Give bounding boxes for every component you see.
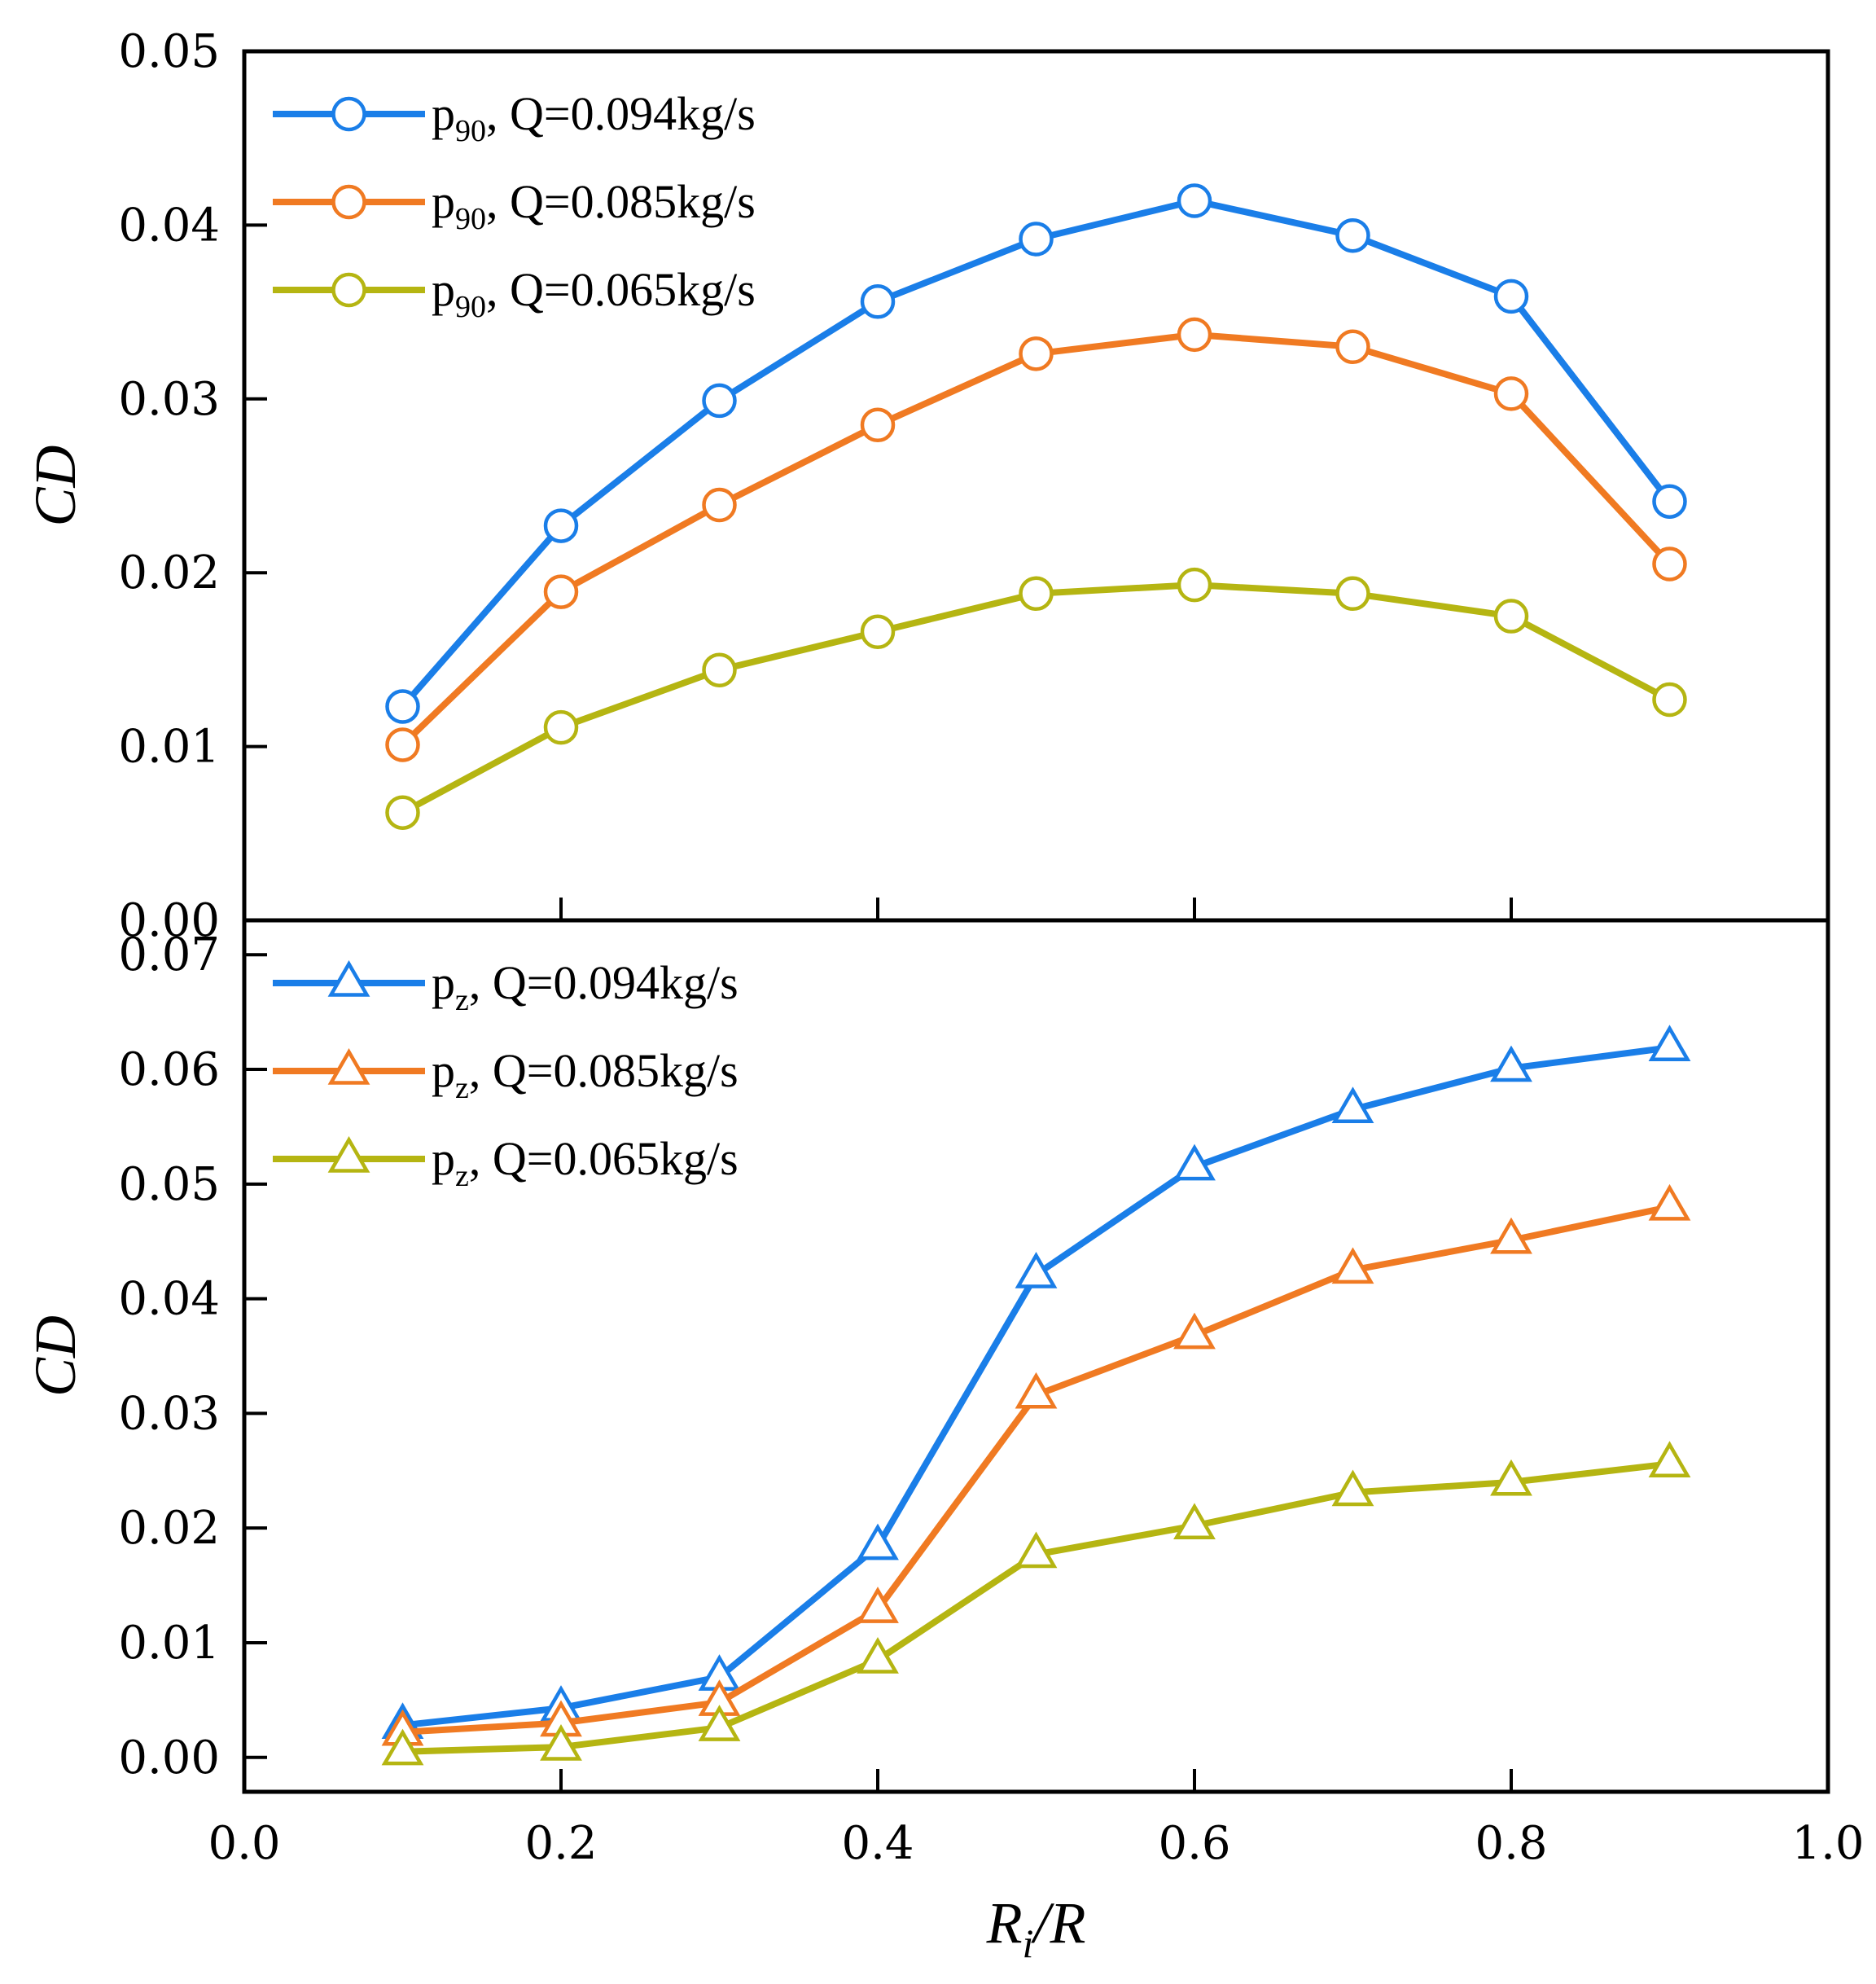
top-y-tick-label: 0.05 [118,25,220,78]
bottom-y-tick-label: 0.06 [118,1043,220,1096]
top-legend-3-label: p90, Q=0.065kg/s [432,263,756,324]
bottom-series-2-point [1331,1247,1374,1284]
top-y-tick-label: 0.01 [118,721,220,774]
top-series-3-point [702,652,737,687]
bottom-series-3-point [1490,1459,1532,1496]
bottom-series-3-point [1331,1469,1374,1507]
top-series-2-point [1019,336,1054,371]
bottom-legend-3-marker [327,1135,370,1173]
top-series-3-point [543,709,579,745]
top-series-2-point [1335,329,1370,365]
bottom-y-tick-label: 0.00 [118,1732,220,1784]
top-series-3-point [1177,567,1212,603]
top-series-1-point [1019,222,1054,257]
top-legend-2-label: p90, Q=0.085kg/s [432,175,756,236]
top-series-2-point [1177,317,1212,353]
x-tick-label: 0.2 [524,1817,597,1870]
bottom-series-1-point [1173,1143,1216,1181]
bottom-y-tick-label: 0.05 [118,1158,220,1211]
x-tick-label: 1.0 [1791,1817,1864,1870]
x-axis-title: Ri/R [986,1890,1086,1966]
top-series-3-line [401,582,1672,816]
bottom-legend-3-label: pz, Q=0.065kg/s [432,1132,739,1193]
top-y-tick-label: 0.03 [118,373,220,426]
top-series-2-point [1652,546,1687,582]
top-series-1-point [860,284,896,319]
bottom-legend-1-marker [327,959,370,997]
top-series-3-point [1019,576,1054,612]
top-legend-1-marker [331,96,366,132]
bottom-legend-1-label: pz, Q=0.094kg/s [432,956,739,1017]
bottom-series-1-point [1648,1025,1691,1061]
bottom-series-1-point [1490,1045,1532,1082]
bottom-series-3-line [402,1460,1670,1755]
top-series-3-point [1493,599,1529,634]
bottom-series-3-point [1648,1441,1691,1478]
top-series-3-point [860,614,896,650]
top-series-1-point [1177,183,1212,218]
x-tick-label: 0.4 [841,1817,914,1870]
bottom-series-3-point [698,1705,741,1741]
top-series-3-point [1652,682,1687,718]
top-series-2-line [400,331,1672,748]
bottom-series-3-point [1015,1531,1058,1569]
top-series-1-point [1493,279,1529,314]
top-series-2-point [543,574,579,609]
bottom-series-3-point [381,1728,424,1766]
top-series-3-point [1335,576,1370,612]
bottom-legend-2-label: pz, Q=0.085kg/s [432,1044,739,1105]
bottom-y-tick-label: 0.04 [118,1273,220,1326]
label-layer: 0.00 0.01 0.02 0.03 0.04 0.05 CD p90, Q=0.094kg… [23,25,1865,1966]
bottom-series-2-point [1015,1372,1058,1409]
bottom-plot-frame [242,918,1830,1794]
bottom-y-tick-label: 0.03 [118,1387,220,1440]
top-legend-2-marker [331,184,366,220]
bottom-series-3-point [857,1637,899,1674]
top-y-tick-label: 0.02 [118,546,220,599]
top-series-3-point [385,795,420,830]
x-tick-label: 0.6 [1158,1817,1230,1870]
top-y-tick-label: 0.00 [118,894,220,947]
bottom-series-3-point [540,1724,582,1761]
top-series-1-point [385,689,420,724]
x-tick-label: 0.0 [208,1817,280,1870]
top-y-axis-title: CD [23,445,88,526]
top-series-1-point [1335,217,1370,253]
x-tick-label: 0.8 [1475,1817,1547,1870]
bottom-series-1-point [1331,1086,1374,1123]
top-series-2-point [860,407,896,443]
top-series-1-point [702,383,737,419]
top-series-1-point [1652,484,1687,519]
series-layer [273,96,1691,1766]
bottom-series-2-point [1648,1183,1691,1221]
bottom-y-axis-title: CD [23,1315,88,1397]
bottom-legend-2-marker [327,1047,370,1085]
bottom-y-tick-label: 0.02 [118,1502,220,1555]
top-series-2-point [702,487,737,523]
top-y-tick-label: 0.04 [118,199,220,252]
bottom-y-tick-label: 0.07 [118,928,220,981]
top-series-2-point [385,727,420,762]
bottom-series-2-point [1173,1312,1216,1350]
top-legend-3-marker [331,272,366,308]
bottom-series-2-point [1490,1217,1532,1254]
top-series-2-point [1493,376,1529,411]
bottom-series-1-point [1015,1251,1058,1288]
axes-layer [242,49,1830,1794]
bottom-series-2-point [857,1587,899,1623]
top-plot-frame [242,49,1830,923]
bottom-y-tick-label: 0.01 [118,1617,220,1670]
top-series-1-point [543,508,579,543]
top-legend-1-label: p90, Q=0.094kg/s [432,87,756,148]
bottom-series-1-point [857,1523,899,1560]
bottom-series-3-point [1173,1503,1216,1540]
